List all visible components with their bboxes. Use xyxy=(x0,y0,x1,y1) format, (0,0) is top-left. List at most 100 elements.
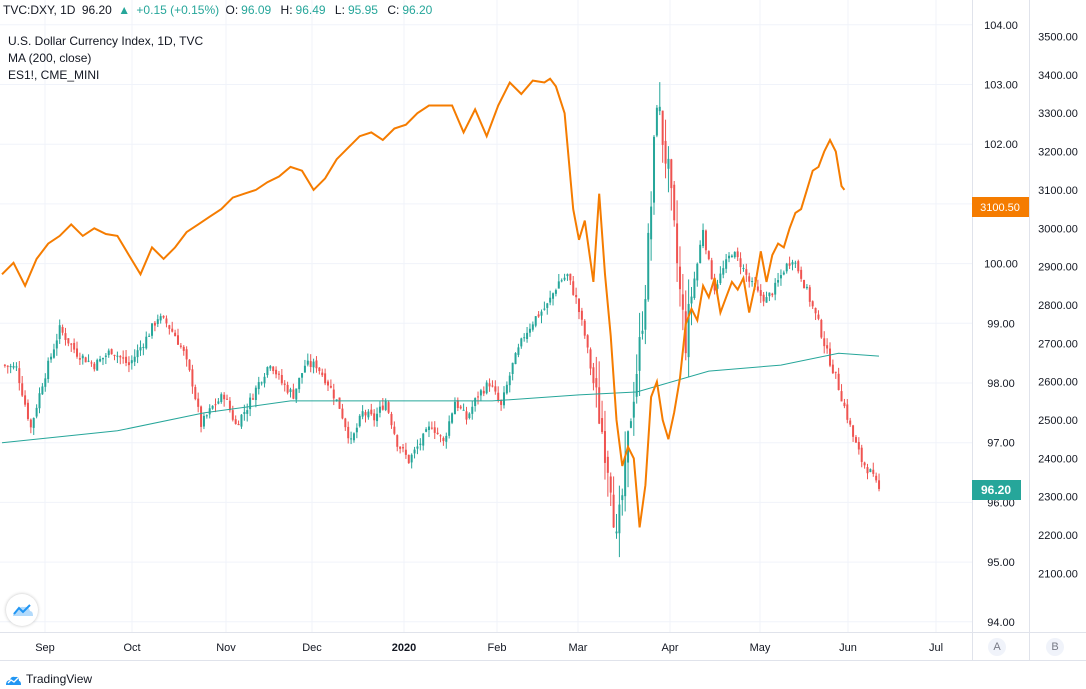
cloud-chart-icon xyxy=(13,604,33,616)
candle-body xyxy=(641,330,644,334)
price-tick-label: 100.00 xyxy=(984,259,1018,271)
candle-body xyxy=(707,251,710,260)
candle-body xyxy=(260,382,263,384)
candle-body xyxy=(860,447,863,462)
candle-body xyxy=(50,356,53,360)
candle-body xyxy=(41,386,44,395)
es-overlay-line xyxy=(1,77,846,528)
gridlines xyxy=(0,0,972,632)
candle-body xyxy=(670,159,673,189)
legend-main-series[interactable]: U.S. Dollar Currency Index, 1D, TVC xyxy=(8,34,204,48)
candle-body xyxy=(350,438,353,440)
candle-body xyxy=(664,140,667,164)
close-label: C: xyxy=(387,3,400,17)
time-tick-label: 2020 xyxy=(392,642,416,654)
candle-body xyxy=(413,449,416,454)
candle-body xyxy=(624,456,627,497)
candle-body xyxy=(205,415,208,417)
candle-body xyxy=(762,294,765,302)
candle-body xyxy=(451,413,454,423)
tradingview-brand-text: TradingView xyxy=(26,672,93,686)
candle-body xyxy=(563,277,566,280)
candle-body xyxy=(629,421,632,428)
candle-body xyxy=(650,206,653,240)
candle-body xyxy=(603,431,606,463)
candle-body xyxy=(292,389,295,399)
candle-body xyxy=(214,404,217,406)
candle-body xyxy=(621,495,624,501)
candle-body xyxy=(557,281,560,289)
tradingview-logo-button[interactable] xyxy=(6,594,38,626)
candle-body xyxy=(837,373,840,391)
candle-body xyxy=(661,110,664,145)
candle-body xyxy=(73,342,76,350)
candle-body xyxy=(99,358,102,362)
symbol-name[interactable]: TVC:DXY, 1D xyxy=(3,3,76,17)
candle-body xyxy=(257,382,260,390)
tradingview-brand[interactable]: TradingView xyxy=(4,670,92,688)
candle-body xyxy=(742,267,745,270)
candle-body xyxy=(800,269,803,279)
price-tick-label: 103.00 xyxy=(984,80,1018,92)
candle-body xyxy=(197,398,200,407)
candle-body xyxy=(528,328,531,333)
candle-body xyxy=(327,381,330,386)
candle-body xyxy=(61,327,64,333)
candle-body xyxy=(500,400,503,405)
candle-body xyxy=(12,365,15,368)
candle-body xyxy=(543,308,546,310)
candle-body xyxy=(130,360,133,364)
es-tick-label: 2400.00 xyxy=(1038,453,1078,465)
candle-body xyxy=(560,280,563,282)
scale-b-button[interactable]: B xyxy=(1046,638,1064,656)
candle-body xyxy=(104,355,107,357)
last-price: 96.20 xyxy=(81,3,112,17)
candle-body xyxy=(436,432,439,435)
candle-body xyxy=(520,338,523,347)
candle-body xyxy=(828,348,831,366)
candle-body xyxy=(194,387,197,400)
candle-body xyxy=(725,259,728,269)
candle-body xyxy=(733,252,736,258)
candle-body xyxy=(309,361,312,367)
candle-body xyxy=(618,504,621,534)
candle-body xyxy=(303,365,306,373)
legend-ma-study[interactable]: MA (200, close) xyxy=(8,51,92,65)
candle-body xyxy=(676,223,679,264)
candle-body xyxy=(81,355,84,359)
price-tick-label: 95.00 xyxy=(987,557,1015,569)
candle-body xyxy=(834,371,837,373)
candle-body xyxy=(531,324,534,330)
candle-body xyxy=(537,314,540,317)
candle-body xyxy=(332,389,335,399)
candle-body xyxy=(47,360,50,380)
candle-body xyxy=(474,398,477,407)
price-tick-label: 102.00 xyxy=(984,139,1018,151)
candle-body xyxy=(863,462,866,466)
candle-body xyxy=(782,272,785,275)
candle-body xyxy=(751,281,754,283)
candle-body xyxy=(427,426,430,431)
candle-body xyxy=(572,281,575,295)
auto-scale-button[interactable]: A xyxy=(988,638,1006,656)
candle-body xyxy=(497,392,500,401)
candle-body xyxy=(361,411,364,417)
candle-body xyxy=(534,316,537,326)
candle-body xyxy=(462,409,465,411)
candle-body xyxy=(159,316,162,321)
candle-body xyxy=(145,336,148,349)
candle-body xyxy=(246,410,249,414)
candle-body xyxy=(9,366,12,368)
es-last-price-label: 3100.50 xyxy=(980,202,1020,214)
candle-body xyxy=(376,413,379,422)
candle-body xyxy=(107,350,110,356)
legend-es-overlay[interactable]: ES1!, CME_MINI xyxy=(8,68,100,82)
candle-body xyxy=(722,268,725,275)
candle-body xyxy=(211,405,214,409)
candle-body xyxy=(728,255,731,259)
candle-body xyxy=(857,441,860,450)
candle-body xyxy=(479,390,482,396)
candle-body xyxy=(589,349,592,369)
